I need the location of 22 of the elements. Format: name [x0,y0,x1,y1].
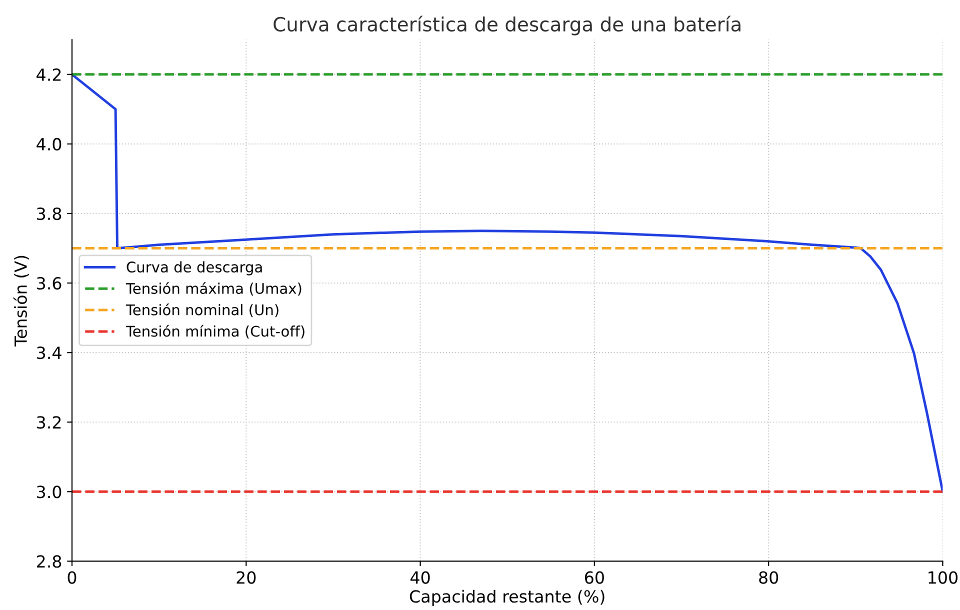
y-tick-label: 3.2 [37,416,61,429]
y-tick-label: 4.2 [36,68,61,81]
legend-label: Tensión nominal (Un) [126,303,278,318]
chart-title: Curva característica de descarga de una batería [274,16,740,36]
legend-label: Curva de descarga [126,261,262,276]
x-tick-label: 60 [584,571,604,584]
x-tick-label: 40 [410,571,430,584]
line-series [72,73,943,493]
x-axis-title: Capacidad restante (%) [410,590,604,606]
legend-label: Tensión mínima (Cut-off) [126,324,304,338]
y-tick-label: 3.0 [37,486,62,498]
y-axis-title: Tensión (V) [13,256,29,346]
y-tick-label: 4.0 [36,138,62,151]
x-tick-label: 20 [236,571,256,584]
y-tick-label: 3.6 [37,277,62,290]
x-tick-label: 80 [759,571,778,584]
y-tick-label: 3.4 [37,346,62,360]
y-tick-label: 3.8 [37,207,62,220]
x-tick-label: 100 [928,571,958,584]
x-tick-label: 0 [68,571,76,584]
y-tick-label: 2.8 [36,555,62,568]
legend-label: Tensión máxima (Umax) [126,282,302,296]
